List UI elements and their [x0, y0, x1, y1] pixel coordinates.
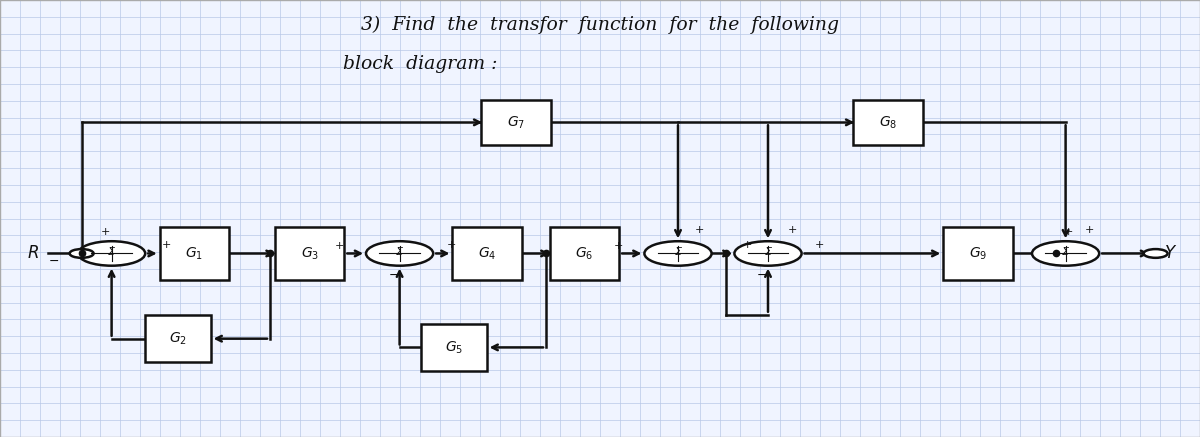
- Text: +: +: [446, 240, 456, 250]
- Text: +: +: [1085, 225, 1094, 235]
- Text: $G_6$: $G_6$: [575, 245, 594, 262]
- Text: +: +: [743, 240, 752, 250]
- Text: +: +: [695, 225, 704, 235]
- Text: −: −: [757, 269, 767, 282]
- Text: +: +: [815, 240, 824, 250]
- Bar: [943, 227, 1013, 280]
- Circle shape: [70, 249, 94, 258]
- Bar: [452, 227, 522, 280]
- Text: $G_2$: $G_2$: [169, 330, 186, 347]
- Text: $G_5$: $G_5$: [444, 339, 463, 356]
- Text: +: +: [101, 228, 110, 237]
- Bar: [550, 227, 619, 280]
- Text: $G_9$: $G_9$: [968, 245, 988, 262]
- Circle shape: [1032, 241, 1099, 266]
- Bar: [853, 100, 923, 145]
- Bar: [481, 100, 551, 145]
- Bar: [275, 227, 344, 280]
- Text: +: +: [162, 240, 172, 250]
- Text: block  diagram :: block diagram :: [343, 55, 497, 73]
- Text: Σ: Σ: [108, 246, 115, 257]
- Text: Σ: Σ: [674, 246, 682, 257]
- Text: −: −: [389, 269, 398, 282]
- Text: $G_4$: $G_4$: [478, 245, 497, 262]
- Text: Σ: Σ: [396, 246, 403, 257]
- Text: Σ: Σ: [1062, 246, 1069, 257]
- Text: +: +: [613, 241, 623, 250]
- Text: Y: Y: [1165, 244, 1175, 263]
- Text: $G_3$: $G_3$: [300, 245, 319, 262]
- Text: Σ: Σ: [764, 246, 772, 257]
- Circle shape: [644, 241, 712, 266]
- Circle shape: [1144, 249, 1168, 258]
- Circle shape: [78, 241, 145, 266]
- Circle shape: [366, 241, 433, 266]
- Text: $G_8$: $G_8$: [878, 114, 898, 131]
- Text: $G_7$: $G_7$: [506, 114, 526, 131]
- Bar: [160, 227, 229, 280]
- Text: +: +: [1063, 228, 1073, 237]
- Circle shape: [734, 241, 802, 266]
- Text: $G_1$: $G_1$: [185, 245, 204, 262]
- Bar: [420, 324, 487, 371]
- Text: +: +: [787, 225, 797, 235]
- Text: +: +: [335, 241, 344, 250]
- Bar: [144, 315, 211, 362]
- Text: 3)  Find  the  transfor  function  for  the  following: 3) Find the transfor function for the fo…: [361, 15, 839, 34]
- Text: R: R: [28, 244, 40, 263]
- Text: −: −: [49, 255, 59, 268]
